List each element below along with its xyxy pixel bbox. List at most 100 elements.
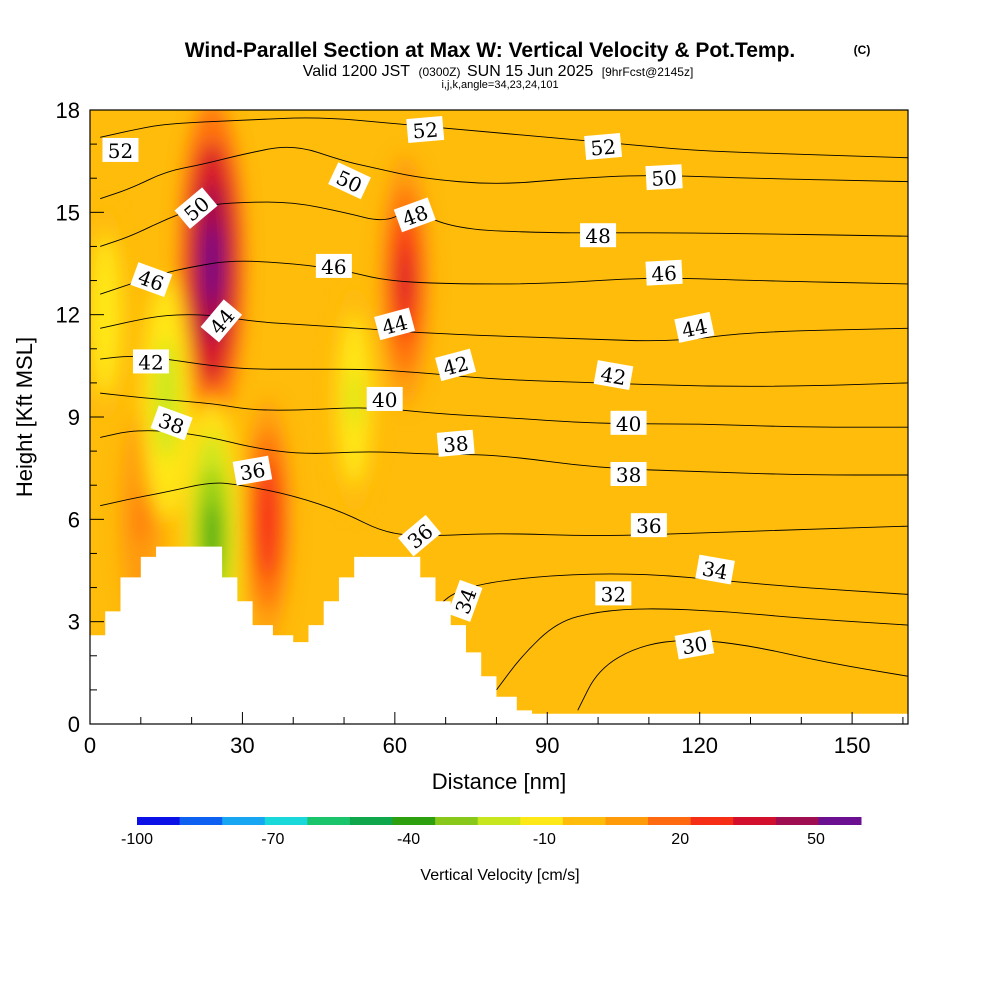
isoline-label-box [132,349,169,374]
chart-title: Wind-Parallel Section at Max W: Vertical… [185,39,796,62]
grid-indices: i,j,k,angle=34,23,24,101 [441,79,558,91]
theta-isoline-34 [435,573,908,609]
isoline-label-text: 50 [651,166,678,191]
isoline-label-text: 36 [636,514,661,538]
isoline-label-50: 50 [174,187,218,229]
colorbar-swatch [690,817,734,825]
isoline-label-box [610,410,647,435]
colorbar-label: Vertical Velocity [cm/s] [420,867,579,884]
theta-isoline-44 [100,314,908,342]
isoline-label-text: 34 [700,556,729,584]
isoline-label-box [406,115,445,143]
isoline-label-box [328,162,371,200]
isoline-label-text: 48 [585,224,610,248]
isoline-label-box [374,307,416,341]
colorbar-swatch [605,817,649,825]
colorbar-swatch [818,817,862,825]
isoline-label-36: 36 [630,513,667,538]
isoline-label-44: 44 [674,311,715,343]
isoline-label-box [232,455,273,486]
isoline-label-box [580,223,617,248]
theta-isoline-32 [496,608,908,691]
colorbar-swatch [520,817,564,825]
colorbar-swatch [477,817,521,825]
colorbar-swatch [179,817,223,825]
isoline-label-38: 38 [436,429,475,457]
theta-isoline-38 [100,430,908,476]
x-tick-label: 0 [84,733,96,758]
isoline-label-box [584,133,623,161]
theta-isoline-30 [577,639,908,711]
isoline-label-box [674,311,715,343]
y-tick-label: 9 [68,405,80,430]
colorbar-tick-label: -40 [397,831,420,848]
colorbar-tick-label: 50 [807,831,825,848]
colorbar-swatch [648,817,692,825]
isoline-label-38: 38 [610,461,647,487]
y-tick-label: 6 [68,507,80,532]
isoline-label-46: 46 [130,262,173,298]
isoline-label-42: 42 [132,349,169,374]
y-tick-label: 3 [68,610,80,635]
isoline-label-box [593,360,634,391]
theta-isoline-36 [100,482,908,536]
isoline-label-box [393,197,436,233]
isoline-label-text: 30 [680,632,709,660]
y-axis-label: Height [Kft MSL] [12,337,37,497]
isoline-label-46: 46 [645,259,683,286]
y-tick-label: 15 [56,200,80,225]
colorbar-swatch [307,817,351,825]
isoline-label-box [695,554,735,585]
isoline-label-text: 32 [601,582,626,606]
copyright-mark: (C) [854,43,871,57]
isoline-label-box [645,259,683,286]
colorbar-tick-label: -70 [261,831,284,848]
isoline-label-42: 42 [593,360,634,391]
terrain [90,546,908,724]
isoline-label-text: 44 [680,314,710,343]
downdraft-core-7 [348,371,360,429]
x-tick-label: 60 [383,733,407,758]
x-axis-label: Distance [nm] [432,769,567,794]
colorbar-tick-label: 20 [671,831,689,848]
isoline-label-box [130,262,173,298]
x-tick-label: 30 [230,733,254,758]
colorbar-swatch [562,817,606,825]
theta-isoline-50 [100,146,908,200]
colorbar-tick-label: -100 [121,831,153,848]
isoline-label-box [435,348,477,382]
colorbar-swatch [733,817,777,825]
updraft-core-2 [261,489,274,550]
colorbar-swatch [435,817,479,825]
isoline-label-48: 48 [580,223,617,248]
colorbar-swatch [775,817,819,825]
isoline-label-box [630,513,667,538]
y-tick-label: 0 [68,712,80,737]
updraft-core-3 [135,493,147,546]
isoline-label-36: 36 [232,455,273,486]
isoline-label-44: 44 [374,307,416,341]
isoline-label-text: 40 [616,412,641,436]
isoline-label-box [315,253,352,278]
isoline-label-34: 34 [695,554,735,585]
isoline-label-box [436,429,475,457]
isoline-label-box [174,187,218,229]
y-tick-label: 12 [56,303,80,328]
isoline-label-40: 40 [366,386,403,412]
chart-subtitle: Valid 1200 JST (0300Z) SUN 15 Jun 2025 [… [303,63,694,80]
isoline-label-text: 40 [372,388,397,412]
isoline-label-46: 46 [315,253,352,279]
isoline-label-text: 46 [321,255,346,279]
y-tick-label: 18 [56,98,80,123]
isoline-label-text: 36 [238,458,267,486]
isoline-label-box [366,386,403,411]
isoline-label-box [645,164,683,191]
isoline-label-box [398,514,442,557]
isoline-label-box [595,581,632,606]
colorbar: -100 -70 -40 -10 20 50 [121,817,862,848]
isoline-label-box [674,629,715,660]
colorbar-swatch [392,817,436,825]
colorbar-tick-label: -10 [533,831,556,848]
